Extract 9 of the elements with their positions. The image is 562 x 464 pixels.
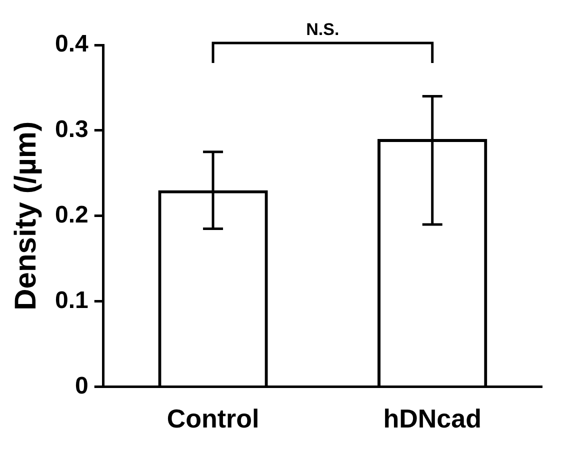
y-tick-label: 0.2 [54, 202, 88, 229]
y-tick-label: 0 [75, 372, 88, 400]
y-axis-title: Density (/µm) [9, 121, 42, 310]
x-tick-label: hDNcad [383, 404, 482, 434]
text: N.S. [306, 20, 340, 40]
x-tick-label: Control [166, 404, 260, 434]
y-tick-label: 0.4 [54, 30, 90, 58]
y-tick-label: 0.3 [54, 116, 88, 144]
y-tick-label: 0.1 [54, 286, 88, 314]
